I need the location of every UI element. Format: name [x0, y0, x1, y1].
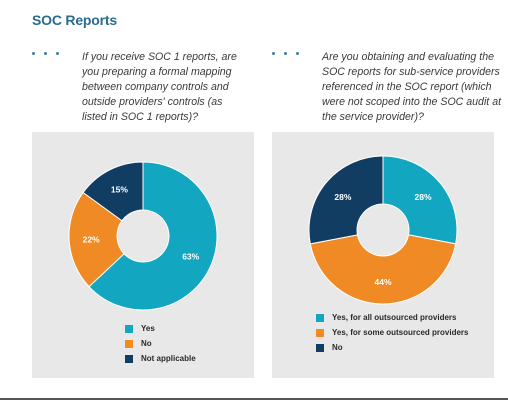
donut-slice [68, 191, 125, 288]
bottom-rule [0, 398, 508, 400]
question-left-line: listed in SOC 1 reports)? [82, 111, 198, 123]
legend-item-yes-some: Yes, for some outsourced providers [316, 325, 468, 340]
chart-panel-left: 63% 22% 15% Yes No Not applicable [32, 132, 254, 378]
legend-left: Yes No Not applicable [125, 321, 196, 366]
legend-label: No [141, 339, 152, 348]
donut-slice [308, 155, 384, 245]
donut-slice [82, 161, 144, 222]
data-label: 44% [374, 277, 391, 287]
legend-label: Yes, for all outsourced providers [332, 313, 457, 322]
legend-item-not-applicable: Not applicable [125, 351, 196, 366]
legend-swatch [316, 343, 324, 352]
data-label: 22% [83, 234, 100, 244]
data-label: 15% [111, 185, 128, 195]
legend-item-no: No [316, 340, 468, 355]
bullet-dots-right [272, 52, 299, 55]
question-right-line: SOC reports for sub-service providers [322, 66, 500, 78]
legend-label: Yes, for some outsourced providers [332, 328, 469, 337]
legend-label: Not applicable [141, 354, 196, 363]
donut-slice [382, 155, 458, 245]
data-label: 63% [182, 252, 199, 262]
legend-swatch [316, 313, 324, 322]
legend-swatch [125, 339, 133, 348]
chart-panel-right: 28% 44% 28% Yes, for all outsourced provid… [272, 132, 494, 378]
bullet-dots-left [32, 52, 59, 55]
question-left-line: outside providers' controls (as [82, 96, 223, 108]
donut-chart-left: 63% 22% 15% [68, 161, 218, 311]
question-right-line: the service provider)? [322, 111, 424, 123]
legend-swatch [316, 328, 324, 337]
legend-swatch [125, 324, 133, 333]
legend-right: Yes, for all outsourced providers Yes, f… [316, 310, 468, 355]
question-left-line: you preparing a formal mapping [82, 66, 232, 78]
legend-item-yes: Yes [125, 321, 196, 336]
question-right: Are you obtaining and evaluating the SOC… [322, 50, 508, 125]
data-label: 28% [334, 192, 351, 202]
data-label: 28% [415, 192, 432, 202]
question-right-line: referenced in the SOC report (which [322, 81, 492, 93]
question-left-line: between company controls and [82, 81, 229, 93]
question-right-line: Are you obtaining and evaluating the [322, 51, 494, 63]
donut-slice [88, 161, 218, 311]
question-right-line: were not scoped into the SOC audit at [322, 96, 502, 108]
legend-swatch [125, 354, 133, 363]
donut-chart-right: 28% 44% 28% [308, 155, 458, 305]
legend-item-no: No [125, 336, 196, 351]
question-left-line: If you receive SOC 1 reports, are [82, 51, 237, 63]
page-title: SOC Reports [32, 12, 117, 28]
legend-item-yes-all: Yes, for all outsourced providers [316, 310, 468, 325]
question-left: If you receive SOC 1 reports, are you pr… [82, 50, 272, 125]
legend-label: No [332, 343, 343, 352]
donut-slice [309, 234, 457, 305]
legend-label: Yes [141, 324, 155, 333]
